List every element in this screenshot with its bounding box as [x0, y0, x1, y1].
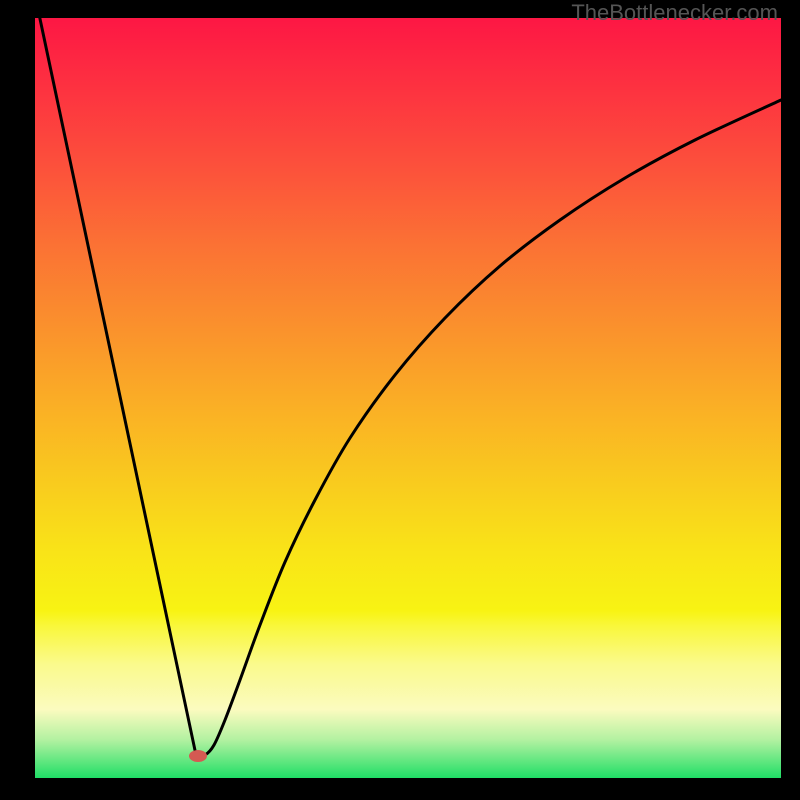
- watermark-label: TheBottlenecker.com: [571, 0, 778, 25]
- chart-container: TheBottlenecker.com: [0, 0, 800, 800]
- watermark-text: TheBottlenecker.com: [571, 0, 778, 26]
- minimum-marker: [0, 0, 800, 800]
